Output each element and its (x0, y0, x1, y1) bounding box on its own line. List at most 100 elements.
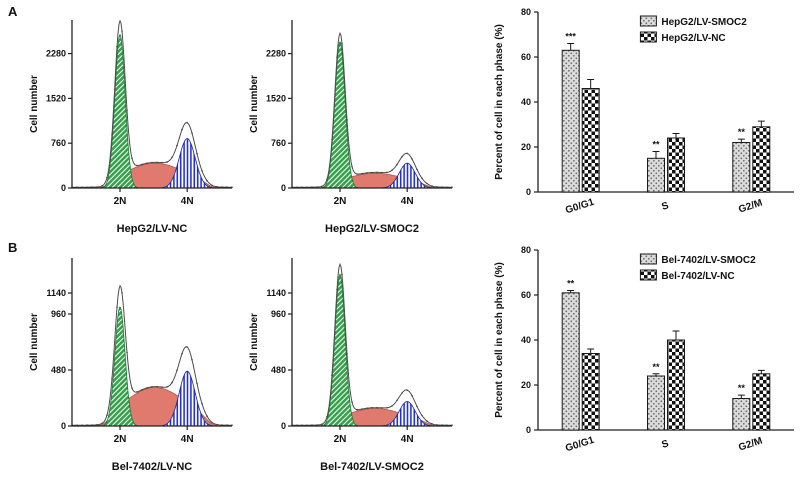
trace-marker (376, 171, 378, 174)
trace-marker (171, 381, 173, 384)
trace-marker (426, 182, 428, 185)
trace-marker (141, 163, 143, 166)
trace-marker (126, 351, 128, 354)
trace-marker (381, 407, 383, 409)
y-tick-label: 80 (521, 7, 531, 17)
trace-marker (356, 173, 358, 175)
y-tick-label: 0 (281, 421, 286, 431)
trace-marker (121, 292, 123, 294)
trace-marker (386, 407, 388, 409)
trace-marker (131, 157, 133, 160)
trace-marker (106, 414, 108, 416)
trace-marker (166, 386, 168, 388)
category-label: G2/M (737, 198, 764, 216)
x-tick-label: 4N (401, 196, 414, 207)
category-label: G2/M (737, 436, 764, 454)
barchart-hepg2: 0 20 40 60 80 *** G0/G1 ** S ** G2/M HepG2/LV-SMOC2… (490, 2, 800, 243)
y-tick-label: 760 (271, 138, 286, 148)
significance-label: ** (567, 279, 575, 289)
trace-marker (421, 414, 423, 417)
trace-marker (211, 184, 213, 187)
bar (752, 126, 771, 193)
trace-marker (191, 132, 193, 134)
flow-histogram: 0 760 1520 2280 2N 4N Cell number HepG2/LV-SMOC… (249, 20, 453, 235)
y-tick-label: 0 (526, 425, 531, 435)
trace-marker (431, 423, 433, 425)
category-label: G0/G1 (564, 435, 596, 455)
y-tick-label: 1520 (46, 93, 66, 103)
g2m-peak-area (382, 162, 433, 189)
trace-marker (391, 169, 393, 171)
barchart-bel7402: 0 20 40 60 80 ** G0/G1 ** S ** G2/M Bel-7402/LV-SMO… (490, 240, 800, 477)
trace-marker (96, 424, 98, 426)
g0g1-peak-area (322, 41, 358, 189)
category-label: G0/G1 (564, 197, 596, 217)
trace-marker (121, 30, 123, 32)
x-tick-label: 2N (334, 196, 347, 207)
trace-marker (436, 186, 438, 188)
legend-label: HepG2/LV-SMOC2 (661, 17, 747, 28)
trace-marker (101, 422, 103, 425)
y-tick-label: 760 (51, 138, 66, 148)
total-trace (292, 262, 452, 426)
trace-marker (146, 162, 148, 164)
trace-marker (336, 56, 338, 59)
trace-marker (376, 406, 378, 409)
trace-marker (156, 385, 158, 388)
significance-label: ** (652, 140, 660, 150)
y-axis-label: Cell number (29, 75, 40, 133)
bar (561, 292, 580, 431)
trace-marker (116, 46, 118, 48)
trace-marker (406, 389, 408, 391)
histogram-hepg2-lv-nc: 0 760 1520 2280 2N 4N Cell number HepG2/LV-NC (26, 4, 240, 243)
trace-marker (426, 420, 428, 422)
significance-label: ** (738, 127, 746, 137)
x-tick-label: 2N (114, 434, 127, 445)
y-tick-label: 960 (51, 309, 66, 319)
trace-marker (341, 273, 343, 276)
bar (647, 157, 665, 193)
histogram-bel7402-lv-nc: 0 480 960 1140 2N 4N Cell number Bel-7402/LV-NC (26, 242, 240, 477)
trace-marker (326, 178, 328, 181)
trace-marker (416, 405, 418, 408)
trace-marker (211, 421, 213, 424)
legend-label: Bel-7402/LV-NC (661, 271, 734, 282)
y-tick-label: 2280 (266, 49, 286, 59)
y-tick-label: 80 (521, 245, 531, 255)
bar (752, 373, 771, 431)
x-tick-label: 4N (181, 434, 194, 445)
trace-marker (361, 408, 363, 410)
trace-marker (411, 158, 413, 160)
y-tick-label: 0 (526, 187, 531, 197)
significance-label: ** (652, 362, 660, 372)
trace-marker (331, 138, 333, 141)
trace-marker (181, 352, 183, 355)
trace-marker (346, 119, 348, 121)
y-tick-label: 60 (521, 290, 531, 300)
bar-chart: 0 20 40 60 80 *** G0/G1 ** S ** G2/M HepG2/LV-SMOC2… (494, 7, 794, 217)
x-tick-label: 4N (181, 196, 194, 207)
y-axis-label: Percent of cell in each phase (%) (494, 262, 505, 418)
bar (732, 142, 751, 193)
g2m-peak-area (162, 370, 213, 427)
x-tick-label: 2N (334, 434, 347, 445)
trace-marker (366, 407, 368, 409)
total-trace (292, 31, 452, 188)
trace-marker (101, 185, 103, 187)
trace-marker (176, 369, 178, 372)
trace-marker (411, 394, 413, 397)
y-axis-label: Cell number (249, 313, 260, 371)
trace-marker (381, 171, 383, 174)
y-axis-label: Cell number (249, 75, 260, 133)
trace-marker (146, 387, 148, 389)
trace-marker (396, 399, 398, 402)
trace-marker (151, 386, 153, 388)
trace-marker (176, 144, 178, 147)
trace-marker (186, 346, 188, 348)
x-tick-label: 2N (114, 196, 127, 207)
trace-marker (216, 423, 218, 426)
trace-marker (126, 109, 128, 112)
trace-marker (161, 161, 163, 164)
bar (561, 49, 580, 193)
g0g1-peak-area (322, 273, 358, 427)
